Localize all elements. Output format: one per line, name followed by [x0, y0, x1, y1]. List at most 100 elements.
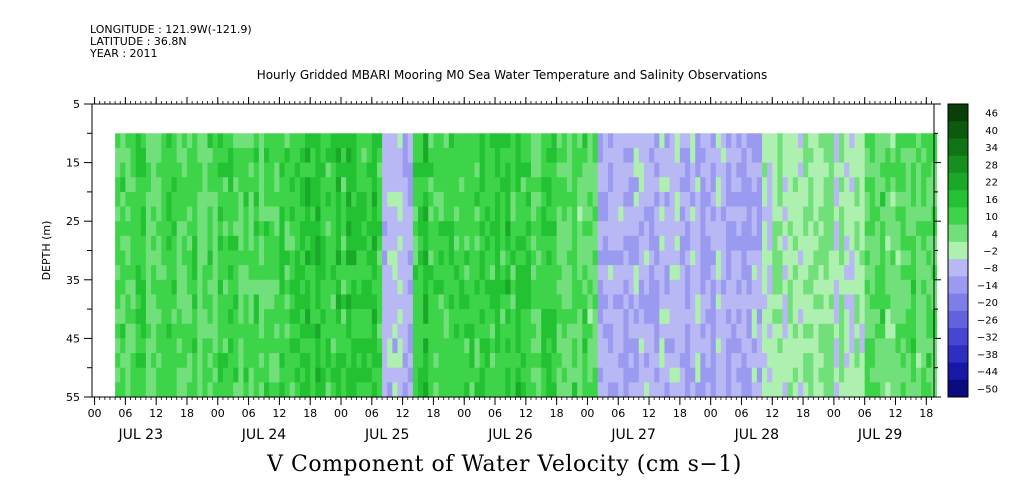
heatmap-cell — [587, 235, 594, 252]
heatmap-cell — [192, 367, 198, 383]
heatmap-cell — [674, 162, 681, 178]
heatmap-cell — [905, 250, 912, 266]
heatmap-cell — [325, 191, 332, 208]
heatmap-cell — [176, 309, 183, 325]
heatmap-cell — [844, 221, 850, 237]
heatmap-cell — [869, 279, 876, 296]
heatmap-cell — [479, 133, 486, 149]
heatmap-cell — [854, 265, 861, 281]
heatmap-cell — [628, 133, 635, 149]
heatmap-cell — [289, 250, 296, 266]
heatmap-cell — [741, 191, 748, 208]
heatmap-cell — [823, 235, 830, 252]
heatmap-cell — [623, 235, 630, 252]
heatmap-cell — [602, 162, 609, 178]
heatmap-cell — [792, 221, 799, 237]
x-day-label: JUL 27 — [610, 427, 655, 443]
heatmap-cell — [505, 206, 512, 222]
heatmap-cell — [412, 323, 419, 339]
heatmap-cell — [279, 294, 286, 310]
heatmap-cell — [115, 353, 121, 369]
heatmap-cell — [900, 221, 907, 237]
heatmap-cell — [156, 206, 162, 222]
heatmap-cell — [330, 162, 337, 178]
heatmap-cell — [916, 367, 922, 383]
heatmap-cell — [484, 309, 491, 325]
heatmap-cell — [120, 265, 126, 281]
heatmap-cell — [921, 309, 927, 325]
heatmap-cell — [715, 162, 722, 178]
heatmap-cell — [839, 279, 845, 296]
heatmap-cell — [525, 279, 532, 296]
heatmap-cell — [597, 279, 604, 296]
heatmap-cell — [741, 177, 748, 193]
heatmap-cell — [679, 323, 686, 339]
heatmap-cell — [433, 177, 440, 193]
heatmap-cell — [787, 147, 794, 164]
heatmap-cell — [330, 309, 337, 325]
heatmap-cell — [151, 338, 157, 354]
heatmap-cell — [376, 279, 383, 296]
heatmap-cell — [233, 338, 239, 354]
heatmap-cell — [217, 177, 224, 193]
heatmap-cell — [808, 353, 814, 369]
heatmap-cell — [792, 338, 799, 354]
heatmap-cell — [500, 382, 506, 398]
heatmap-cell — [325, 382, 332, 398]
heatmap-cell — [762, 265, 768, 281]
x-day-label: JUL 24 — [241, 427, 287, 443]
heatmap-cell — [361, 235, 368, 252]
heatmap-cell — [900, 367, 907, 383]
heatmap-cell — [505, 147, 512, 164]
heatmap-cell — [649, 323, 655, 339]
heatmap-cell — [284, 265, 291, 281]
heatmap-cell — [895, 382, 902, 398]
heatmap-cell — [222, 191, 229, 208]
heatmap-cell — [376, 162, 383, 178]
heatmap-cell — [572, 250, 578, 266]
heatmap-cell — [797, 309, 804, 325]
x-hour-tick-label: 00 — [704, 407, 718, 420]
heatmap-cell — [320, 338, 327, 354]
heatmap-cell — [171, 221, 178, 237]
heatmap-cell — [613, 265, 619, 281]
heatmap-cell — [849, 309, 856, 325]
heatmap-cell — [746, 206, 753, 222]
heatmap-cell — [895, 265, 902, 281]
heatmap-cell — [910, 250, 917, 266]
heatmap-cell — [418, 235, 424, 252]
heatmap-cell — [880, 338, 886, 354]
heatmap-cell — [905, 309, 912, 325]
heatmap-cell — [269, 382, 275, 398]
heatmap-cell — [720, 250, 727, 266]
heatmap-cell — [515, 279, 522, 296]
heatmap-cell — [607, 279, 614, 296]
heatmap-cell — [310, 294, 316, 310]
heatmap-cell — [628, 294, 635, 310]
heatmap-cell — [628, 147, 635, 164]
heatmap-cell — [320, 279, 327, 296]
heatmap-cell — [484, 147, 491, 164]
heatmap-cell — [402, 265, 409, 281]
heatmap-cell — [787, 250, 794, 266]
heatmap-cell — [484, 338, 491, 354]
heatmap-cell — [582, 338, 589, 354]
heatmap-cell — [197, 382, 203, 398]
heatmap-cell — [289, 323, 296, 339]
heatmap-cell — [382, 191, 388, 208]
heatmap-cell — [186, 265, 193, 281]
heatmap-cell — [803, 206, 809, 222]
heatmap-cell — [792, 162, 799, 178]
heatmap-cell — [428, 191, 435, 208]
heatmap-cell — [561, 221, 568, 237]
heatmap-cell — [556, 221, 563, 237]
heatmap-cell — [751, 191, 758, 208]
heatmap-cell — [258, 250, 265, 266]
heatmap-cell — [382, 235, 388, 252]
heatmap-cell — [371, 353, 378, 369]
heatmap-cell — [233, 147, 239, 164]
heatmap-cell — [418, 206, 424, 222]
heatmap-cell — [797, 133, 804, 149]
heatmap-cell — [684, 265, 691, 281]
heatmap-cell — [690, 133, 696, 149]
